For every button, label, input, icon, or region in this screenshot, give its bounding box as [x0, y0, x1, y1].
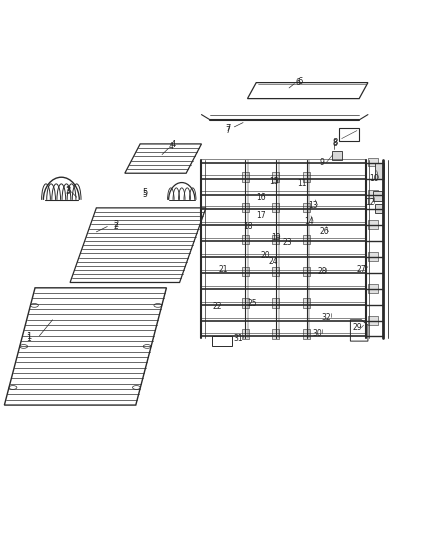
- Bar: [368, 190, 378, 198]
- Text: 1: 1: [26, 334, 31, 343]
- Bar: [368, 252, 378, 261]
- Text: 10: 10: [370, 174, 379, 183]
- Bar: [375, 204, 383, 213]
- Bar: [303, 298, 310, 308]
- Bar: [242, 266, 249, 276]
- Text: 17: 17: [256, 212, 265, 220]
- Text: 13: 13: [308, 201, 318, 209]
- Text: 23: 23: [282, 238, 292, 247]
- Bar: [332, 151, 342, 160]
- Text: 7: 7: [225, 126, 230, 135]
- Text: 2: 2: [114, 222, 118, 231]
- Bar: [272, 298, 279, 308]
- Bar: [303, 329, 310, 339]
- Text: 12: 12: [365, 198, 375, 207]
- Bar: [303, 235, 310, 244]
- Bar: [242, 203, 249, 212]
- Text: 8: 8: [333, 140, 337, 148]
- Text: 5: 5: [142, 190, 147, 199]
- Text: 3: 3: [65, 186, 71, 195]
- Text: 16: 16: [256, 193, 265, 201]
- Text: 3: 3: [65, 188, 71, 196]
- Bar: [368, 284, 378, 293]
- Text: 4: 4: [168, 142, 173, 151]
- Bar: [375, 163, 384, 179]
- Text: 11: 11: [297, 180, 307, 188]
- Bar: [242, 329, 249, 339]
- Text: 9: 9: [319, 158, 325, 167]
- Text: 5: 5: [143, 189, 148, 197]
- Text: 7: 7: [225, 125, 230, 133]
- Text: 30: 30: [313, 329, 322, 337]
- Bar: [373, 191, 382, 201]
- Bar: [272, 329, 279, 339]
- Text: 29: 29: [352, 324, 362, 332]
- Bar: [303, 203, 310, 212]
- Bar: [242, 298, 249, 308]
- Bar: [272, 172, 279, 182]
- Bar: [272, 235, 279, 244]
- Text: 4: 4: [170, 141, 176, 149]
- Bar: [368, 220, 378, 229]
- Text: 1: 1: [26, 333, 31, 341]
- Text: 20: 20: [260, 252, 270, 260]
- Text: 27: 27: [357, 265, 366, 273]
- Text: 18: 18: [243, 222, 252, 231]
- Text: 8: 8: [332, 139, 338, 147]
- Bar: [303, 266, 310, 276]
- Bar: [368, 158, 378, 166]
- Text: 24: 24: [269, 257, 279, 265]
- Text: 31: 31: [234, 334, 244, 343]
- Bar: [242, 172, 249, 182]
- Text: 6: 6: [295, 78, 300, 87]
- Bar: [339, 128, 359, 141]
- Text: 32: 32: [321, 313, 331, 321]
- Text: 14: 14: [304, 217, 314, 225]
- Bar: [368, 316, 378, 325]
- Text: 21: 21: [219, 265, 228, 273]
- Text: 15: 15: [269, 177, 279, 185]
- Bar: [272, 203, 279, 212]
- Text: 26: 26: [319, 228, 329, 236]
- Bar: [303, 172, 310, 182]
- Bar: [272, 266, 279, 276]
- Text: 19: 19: [271, 233, 281, 241]
- Text: 28: 28: [317, 268, 327, 276]
- Text: 25: 25: [247, 300, 257, 308]
- Text: 2: 2: [113, 221, 119, 229]
- Text: 6: 6: [297, 77, 303, 85]
- Text: 22: 22: [212, 302, 222, 311]
- Bar: [242, 235, 249, 244]
